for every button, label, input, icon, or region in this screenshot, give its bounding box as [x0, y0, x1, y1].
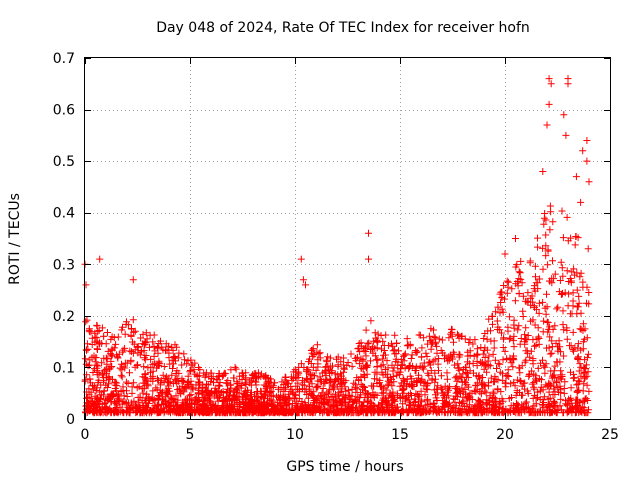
y-tick-label-0.4: 0.4: [53, 206, 75, 222]
y-tick-label-0.7: 0.7: [53, 51, 75, 67]
x-tick-label-10: 10: [286, 427, 304, 443]
roti-points: [81, 75, 593, 417]
grid-lines: [85, 58, 610, 419]
x-tick-label-20: 20: [496, 427, 514, 443]
x-tick-label-5: 5: [186, 427, 195, 443]
y-axis-label: ROTI / TECUs: [7, 193, 23, 285]
x-tick-label-0: 0: [81, 427, 90, 443]
y-tick-label-0: 0: [66, 412, 75, 428]
chart-title: Day 048 of 2024, Rate Of TEC Index for r…: [156, 20, 530, 36]
y-tick-label-0.6: 0.6: [53, 103, 75, 119]
data-points: [81, 75, 593, 417]
x-axis-label: GPS time / hours: [286, 459, 403, 475]
plot-frame: [84, 57, 611, 420]
tick-labels: 0 5 10 15 20 25 0 0.1 0.2 0.3 0.4 0.5 0.6 0.7: [53, 51, 619, 443]
axis-ticks: [85, 58, 611, 420]
y-tick-label-0.3: 0.3: [53, 257, 75, 273]
x-tick-label-15: 15: [391, 427, 409, 443]
x-tick-label-25: 25: [601, 427, 619, 443]
y-tick-label-0.1: 0.1: [53, 360, 75, 376]
y-tick-label-0.5: 0.5: [53, 154, 75, 170]
y-tick-label-0.2: 0.2: [53, 309, 75, 325]
